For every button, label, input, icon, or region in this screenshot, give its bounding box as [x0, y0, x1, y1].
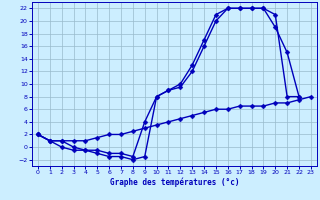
X-axis label: Graphe des températures (°c): Graphe des températures (°c) — [110, 178, 239, 187]
